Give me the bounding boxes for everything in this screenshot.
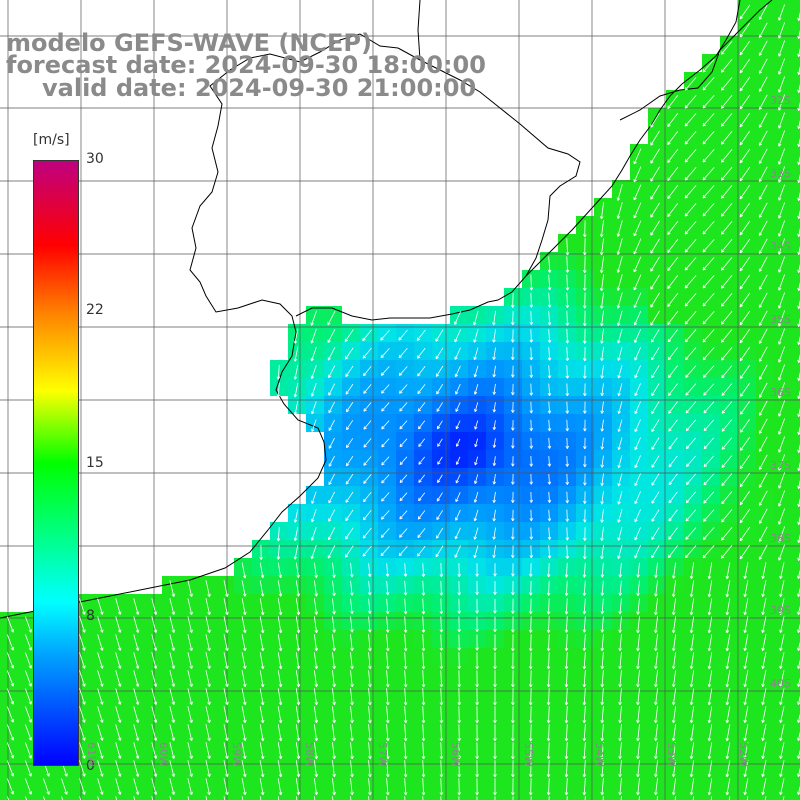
lat-label: 36S	[770, 386, 791, 399]
lat-label: 32S	[770, 94, 791, 107]
coastline-brazil	[525, 0, 741, 277]
coastline-uruguay	[295, 47, 581, 321]
lon-label: 53W	[665, 742, 678, 767]
colorbar-tick-30: 30	[86, 151, 104, 167]
lat-label: 37S	[770, 459, 791, 472]
colorbar-tick-8: 8	[86, 608, 95, 624]
lon-label: 55W	[522, 742, 535, 767]
lon-label: 56W	[449, 742, 462, 767]
lon-label: 54W	[593, 742, 606, 767]
lat-label: 38S	[770, 532, 791, 545]
lat-label: 39S	[770, 604, 791, 617]
lat-label: 34S	[770, 240, 791, 253]
lat-label: 35S	[770, 313, 791, 326]
lon-label: 57W	[376, 742, 389, 767]
colorbar-tick-0: 0	[86, 758, 95, 774]
forecast-date: forecast date: 2024-09-30 18:00:00	[6, 51, 486, 79]
colorbar-tick-15: 15	[86, 455, 104, 471]
coastline	[0, 33, 399, 619]
lon-label: 58W	[303, 742, 316, 767]
wind-arrows	[6, 4, 800, 800]
lon-label: 52W	[737, 742, 750, 767]
colorbar	[33, 160, 79, 766]
lon-label: 61W	[85, 742, 98, 767]
lat-label: 40S	[770, 677, 791, 690]
lon-label: 59W	[230, 742, 243, 767]
valid-date: valid date: 2024-09-30 21:00:00	[42, 74, 477, 102]
border-line	[417, 0, 773, 121]
lat-label: 33S	[770, 167, 791, 180]
colorbar-unit: [m/s]	[33, 132, 70, 148]
colorbar-tick-22: 22	[86, 302, 104, 318]
model-title: modelo GEFS-WAVE (NCEP)	[6, 29, 372, 57]
lon-label: 60W	[157, 742, 170, 767]
